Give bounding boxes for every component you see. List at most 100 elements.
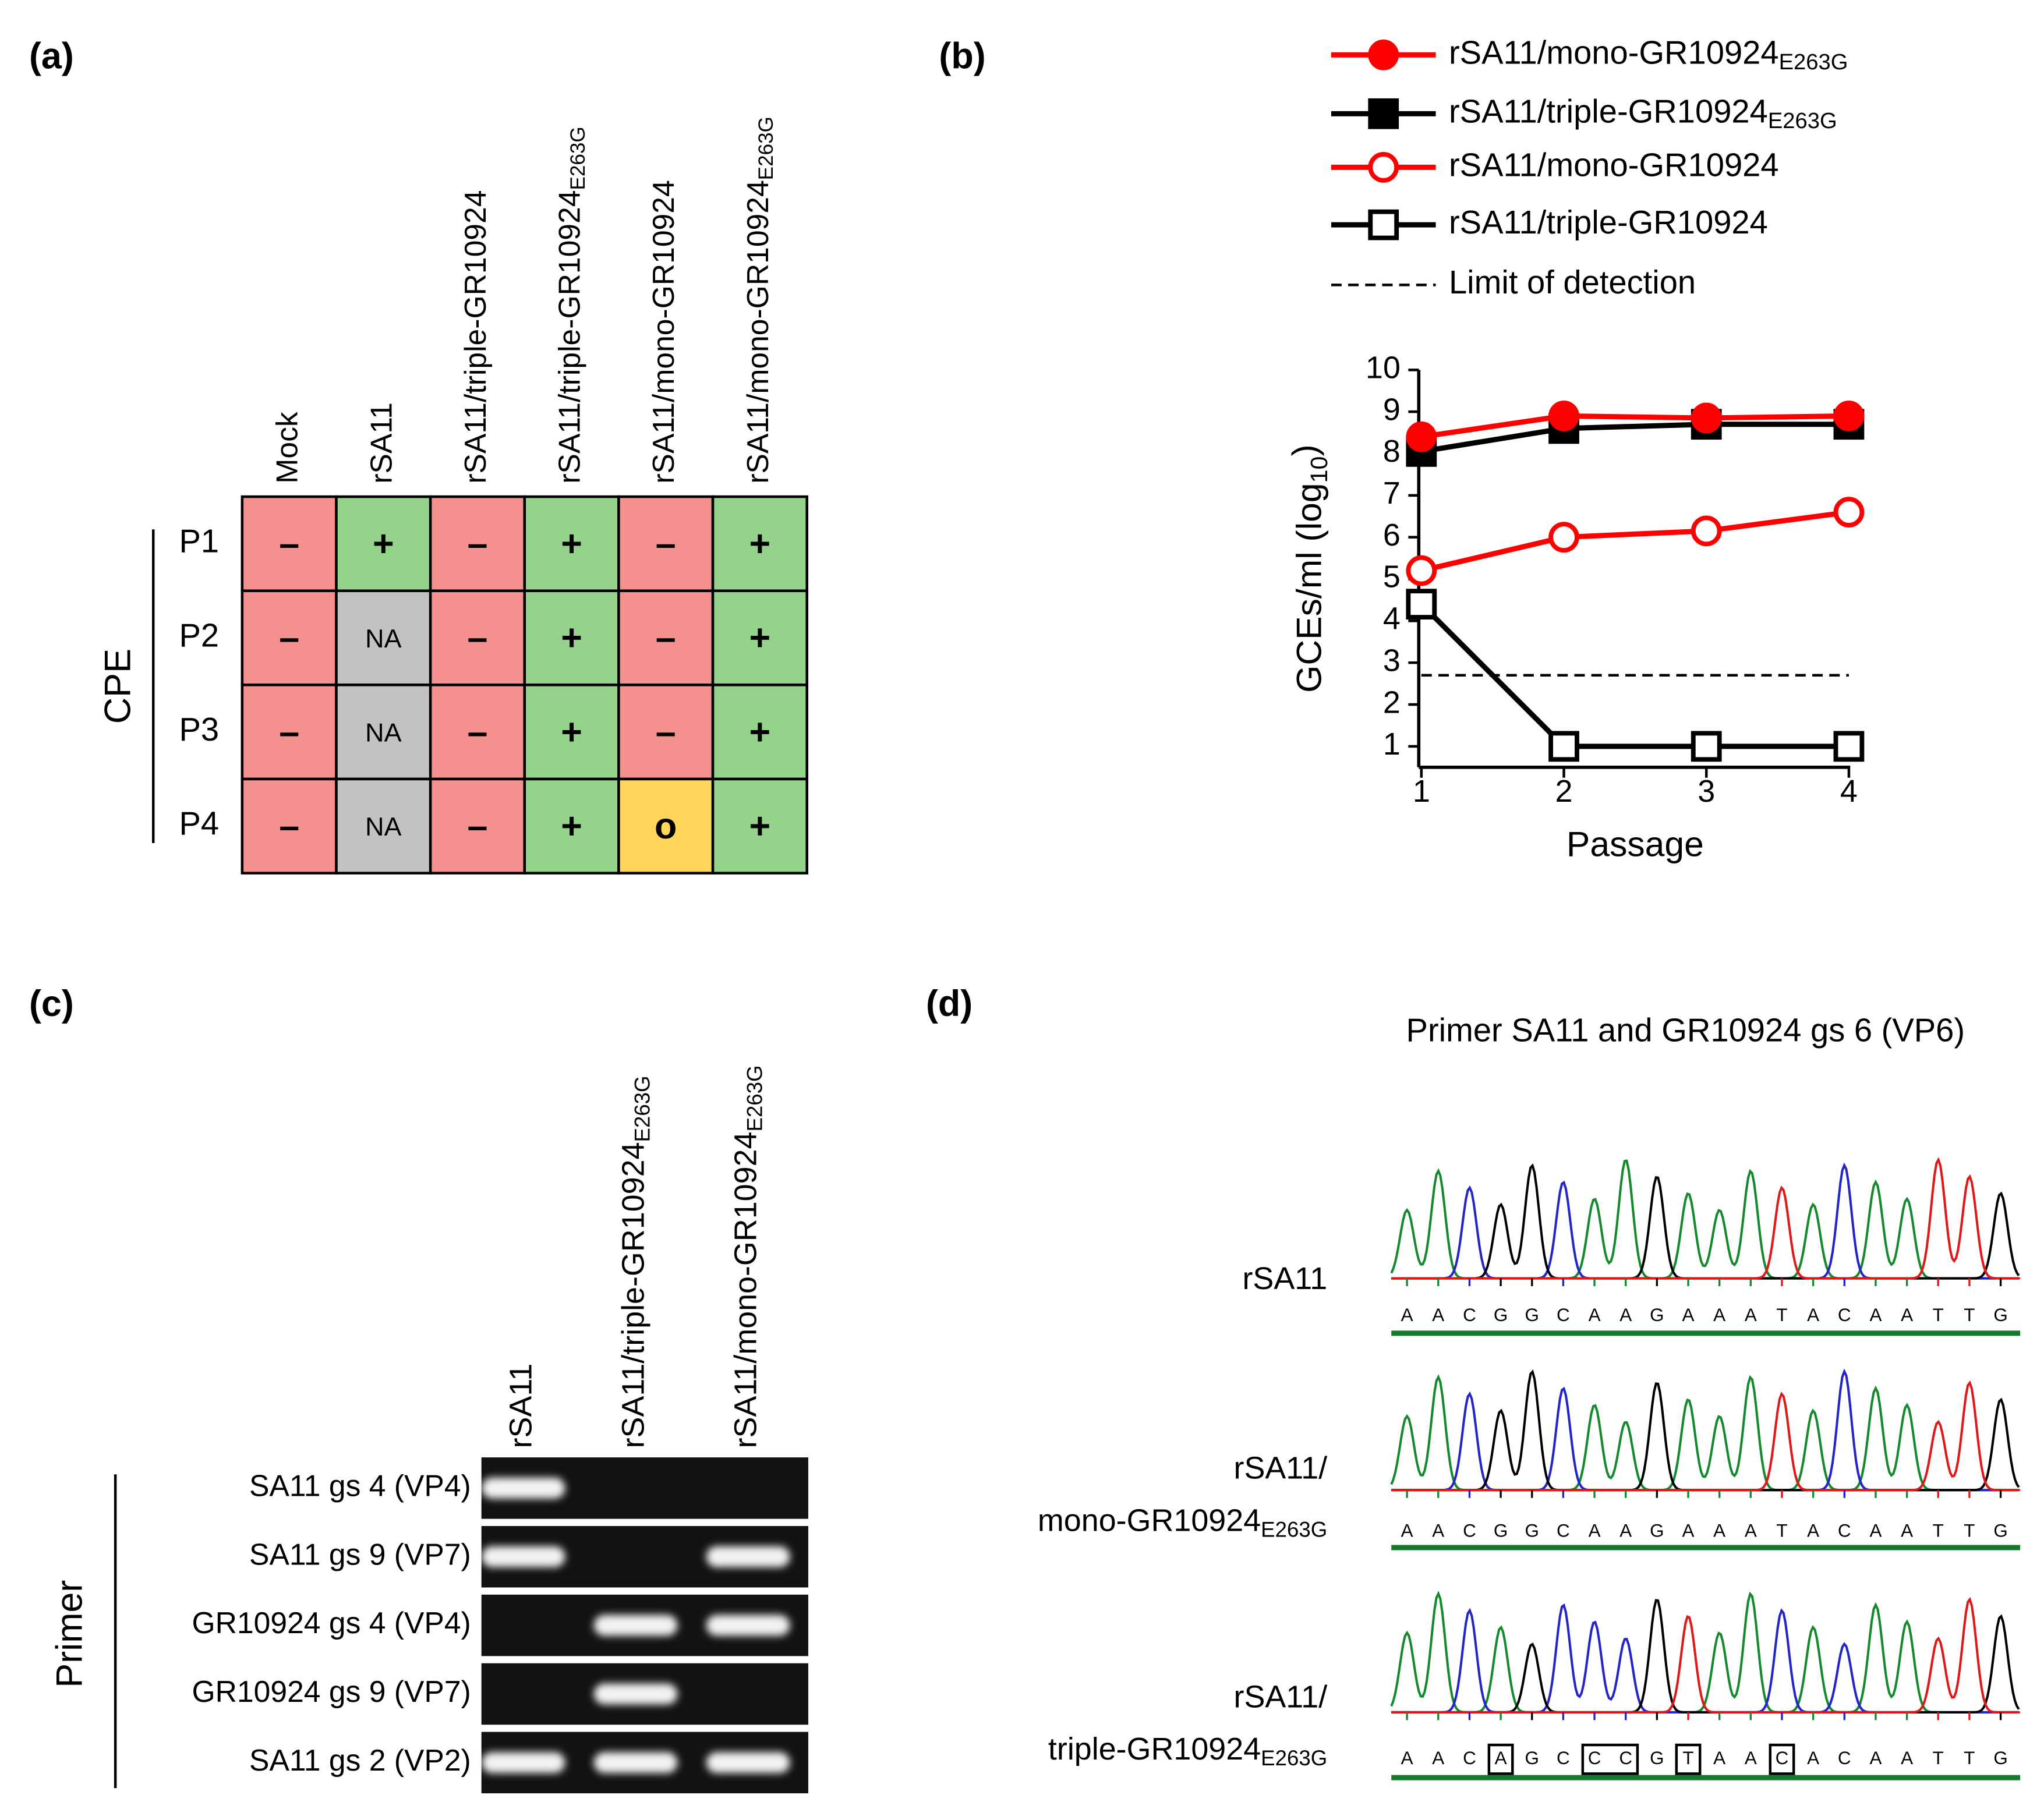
lane-header-subscript: E263G xyxy=(630,1075,654,1142)
gel-row-label: SA11 gs 2 (VP2) xyxy=(249,1743,471,1777)
cell-text: + xyxy=(561,618,582,659)
gel-row-label: GR10924 gs 4 (VP4) xyxy=(192,1606,471,1640)
base-letter: C xyxy=(1619,1748,1632,1768)
legend-label: rSA11/mono-GR10924E263G xyxy=(1449,34,1848,75)
legend-name: rSA11/mono-GR10924 xyxy=(1449,146,1779,183)
legend-label: rSA11/triple-GR10924 xyxy=(1449,204,1768,240)
legend-name: rSA11/triple-GR10924 xyxy=(1449,93,1768,129)
sample-label-main: rSA11/ xyxy=(1234,1451,1328,1486)
sample-label-main: rSA11/ xyxy=(1234,1680,1328,1715)
column-header-subscript: E263G xyxy=(755,116,778,180)
column-header: rSA11/triple-GR10924 xyxy=(458,190,492,484)
gel-band xyxy=(593,1615,678,1636)
base-letter: G xyxy=(1650,1305,1664,1325)
panel-label: (b) xyxy=(939,36,985,77)
base-letter: A xyxy=(1713,1748,1725,1768)
y-tick-label: 10 xyxy=(1366,351,1401,385)
legend-marker xyxy=(1368,151,1399,183)
base-letter: A xyxy=(1713,1520,1725,1541)
base-letter: A xyxy=(1401,1520,1413,1541)
y-tick-label: 8 xyxy=(1383,434,1401,469)
legend-subscript: E263G xyxy=(1779,49,1848,75)
y-tick-label: 3 xyxy=(1383,643,1401,678)
lane-header: rSA11 xyxy=(504,1364,539,1449)
x-tick-label: 1 xyxy=(1413,774,1430,809)
data-point xyxy=(1406,421,1437,452)
gel-band xyxy=(706,1615,790,1636)
base-letter: C xyxy=(1838,1520,1851,1541)
base-letter: A xyxy=(1401,1305,1413,1325)
sample-label: triple-GR10924E263G xyxy=(1048,1732,1327,1769)
chromatogram-trace xyxy=(1390,1591,2019,1714)
base-letter: C xyxy=(1776,1748,1789,1768)
cell-text: – xyxy=(279,618,299,659)
base-letter: G xyxy=(1525,1305,1539,1325)
y-tick-label: 1 xyxy=(1383,727,1401,762)
cell-text: – xyxy=(656,711,676,752)
column-header-main: rSA11 xyxy=(364,402,398,484)
base-letter: A xyxy=(1745,1520,1757,1541)
data-point xyxy=(1548,731,1579,762)
base-letter: T xyxy=(1776,1305,1787,1325)
x-tick-label: 4 xyxy=(1840,774,1858,809)
x-tick-label: 2 xyxy=(1555,774,1573,809)
base-letter: C xyxy=(1557,1520,1570,1541)
x-tick-label: 3 xyxy=(1698,774,1715,809)
base-letter: A xyxy=(1682,1520,1695,1541)
chromatogram-trace xyxy=(1391,1368,2019,1492)
base-letter: A xyxy=(1901,1748,1913,1768)
table-cell xyxy=(617,777,715,875)
base-letter: T xyxy=(1682,1748,1693,1768)
base-letter: A xyxy=(1401,1748,1413,1768)
base-letter: G xyxy=(1494,1305,1508,1325)
column-header-main: rSA11/mono-GR10924 xyxy=(741,180,775,483)
sample-label: rSA11/ xyxy=(1234,1451,1328,1486)
base-letter: T xyxy=(1933,1305,1944,1325)
column-header: rSA11/triple-GR10924E263G xyxy=(552,126,589,483)
chromatogram-trace xyxy=(1391,1603,2019,1714)
gel-band xyxy=(706,1546,790,1567)
y-tick-label: 5 xyxy=(1383,560,1401,594)
gel-row-label: GR10924 gs 9 (VP7) xyxy=(192,1675,471,1708)
gel-band xyxy=(481,1752,565,1773)
legend-name: rSA11/triple-GR10924 xyxy=(1449,204,1768,240)
row-label: P3 xyxy=(179,711,219,748)
table-cell xyxy=(241,495,338,592)
panel-label: (c) xyxy=(29,983,74,1024)
y-tick-label: 4 xyxy=(1383,601,1401,636)
data-point xyxy=(1691,515,1722,547)
base-letter: A xyxy=(1745,1748,1757,1768)
table-cell xyxy=(335,684,432,781)
base-letter: A xyxy=(1432,1305,1444,1325)
mutation-box xyxy=(1581,1743,1639,1775)
sample-label-main: triple-GR10924 xyxy=(1048,1732,1261,1766)
cell-text: – xyxy=(468,523,488,564)
lane-header-subscript: E263G xyxy=(742,1065,766,1131)
cell-text: + xyxy=(749,711,771,752)
column-header-main: rSA11/triple-GR10924 xyxy=(552,190,586,484)
row-label: P4 xyxy=(179,805,219,842)
base-letter: G xyxy=(1993,1748,2007,1768)
data-point xyxy=(1548,400,1579,431)
gel-row-label: SA11 gs 9 (VP7) xyxy=(249,1537,471,1571)
cell-text: + xyxy=(561,523,582,564)
lane-header: rSA11/mono-GR10924E263G xyxy=(729,1065,766,1448)
table-cell xyxy=(335,777,432,875)
base-letter: A xyxy=(1869,1520,1882,1541)
sample-label: rSA11 xyxy=(1242,1261,1327,1296)
base-letter: A xyxy=(1432,1520,1444,1541)
cell-text: – xyxy=(279,711,299,752)
base-letter: T xyxy=(1964,1305,1975,1325)
cell-text: – xyxy=(656,523,676,564)
table-cell xyxy=(241,777,338,875)
series-line xyxy=(1421,422,1849,454)
cell-text: + xyxy=(373,523,394,564)
mutation-box xyxy=(1769,1743,1795,1775)
legend-label: Limit of detection xyxy=(1449,264,1696,300)
row-label: P1 xyxy=(179,523,219,560)
column-header-main: Mock xyxy=(270,412,303,484)
legend-subscript: E263G xyxy=(1768,108,1837,133)
column-header: rSA11 xyxy=(364,402,398,484)
